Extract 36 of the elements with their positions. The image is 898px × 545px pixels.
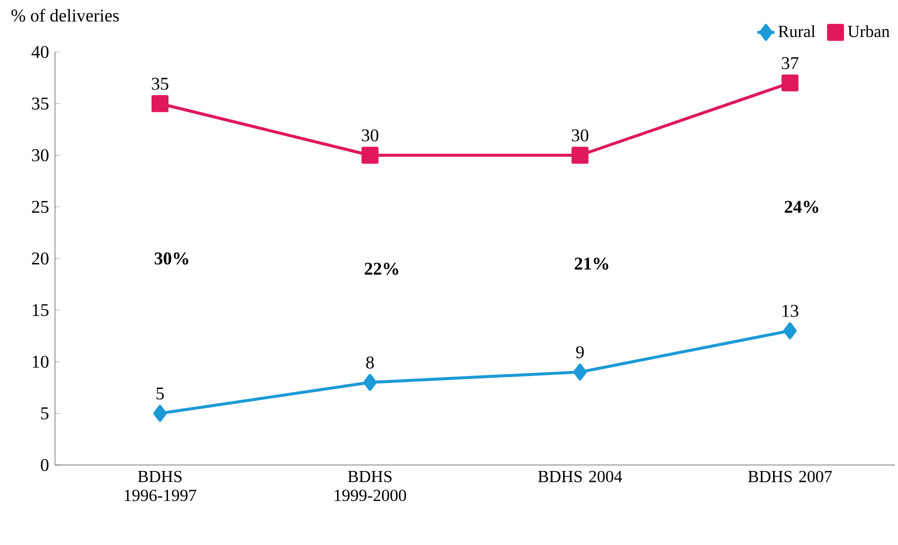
y-tick-label: 25 (32, 200, 48, 213)
y-tick-label: 10 (32, 356, 48, 368)
annotation: 24% (784, 200, 818, 213)
point (573, 364, 587, 381)
y-tick-label: 35 (32, 98, 48, 110)
data-label: 8 (366, 356, 374, 369)
point (152, 95, 168, 112)
data-label: 13 (782, 304, 798, 317)
point (782, 74, 798, 92)
data-label: 9 (576, 346, 584, 358)
y-tick-label: 0 (40, 458, 48, 472)
y-tick-label: 20 (32, 252, 48, 265)
x-tick-label: BDHS 1999-2000 (334, 470, 406, 502)
point (363, 374, 377, 391)
data-label: 5 (156, 388, 164, 400)
y-tick-label: 30 (32, 149, 48, 162)
legend-label: Urban (848, 25, 890, 38)
data-label: 30 (572, 129, 588, 142)
y-tick-label: 15 (32, 304, 48, 316)
annotation: 30% (154, 252, 188, 265)
x-tick-label: BDHS 2004 (538, 470, 622, 482)
point (572, 146, 588, 164)
point (362, 146, 378, 164)
x-tick-label: BDHS 2007 (748, 470, 832, 482)
annotation: 22% (364, 262, 398, 275)
y-tick-label: 40 (32, 46, 48, 58)
point (783, 322, 797, 340)
y-tick-label: 5 (41, 407, 48, 420)
annotation: 21% (574, 258, 608, 270)
y-axis-title: % of deliveries (11, 8, 119, 22)
legend-label: Rural (778, 25, 816, 38)
data-label: 35 (152, 78, 168, 90)
data-label: 37 (782, 57, 798, 70)
point (153, 404, 167, 422)
data-label: 30 (362, 129, 378, 142)
x-tick-label: BDHS 1996-1997 (124, 470, 196, 502)
